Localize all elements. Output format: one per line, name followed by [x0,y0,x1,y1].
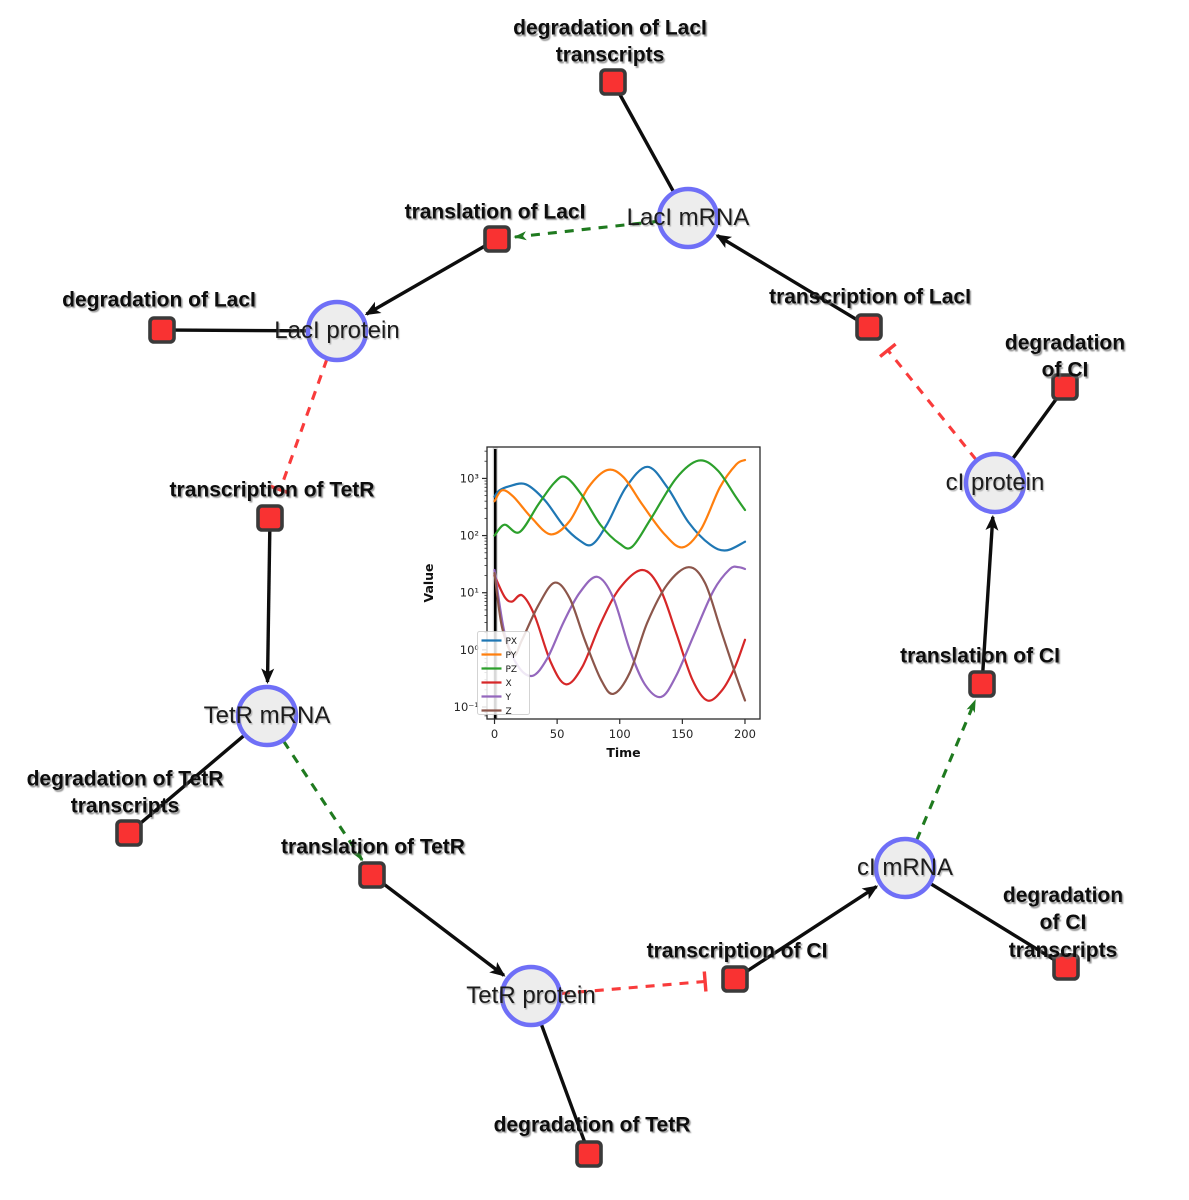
legend-label-PZ: PZ [506,665,518,675]
y-axis-label: Value [421,563,436,602]
edge-tetr-mrna-translation-tetr [282,740,364,862]
edge-laci-mrna-translation-laci [513,219,659,241]
edge-tetr-protein-transcription-ci [560,979,706,996]
series-line-PZ [493,459,747,550]
x-tick-label: 50 [550,727,565,741]
inhibition-tbar-icon [879,342,897,358]
reaction-node-deg-laci-transcripts[interactable] [599,68,627,96]
x-tick-label: 0 [491,727,498,741]
edge-ci-protein-transcription-laci [886,349,978,461]
reaction-node-translation-tetr[interactable] [358,861,386,889]
inhibition-tbar-icon [702,971,708,992]
chart-border [486,446,761,720]
edge-translation-ci-ci-protein [981,514,999,673]
x-tick-label: 200 [734,727,756,741]
reaction-node-deg-tetr-transcripts[interactable] [115,819,143,847]
edge-transcription-laci-laci-mrna [715,234,860,323]
legend-label-PY: PY [506,651,517,661]
series-line-Y [493,565,747,699]
species-node-ci-mrna[interactable] [873,836,937,900]
edge-ci-mrna-deg-ci-transcripts [929,882,1057,963]
legend-label-Z: Z [506,707,512,717]
edges-layer [137,91,1060,1144]
legend-label-X: X [506,679,512,689]
y-tick-label: 10¹ [460,586,479,600]
species-node-tetr-mrna[interactable] [235,684,299,748]
legend-label-PX: PX [506,637,518,647]
series-line-X [493,568,747,702]
edge-tetr-protein-deg-tetr [539,1023,587,1144]
edge-ci-mrna-translation-ci [915,699,977,841]
y-tick-label: 10⁰ [460,643,480,657]
reaction-node-transcription-laci[interactable] [855,313,883,341]
reaction-node-deg-ci[interactable] [1051,373,1079,401]
reaction-node-deg-tetr[interactable] [575,1140,603,1168]
x-axis-label: Time [606,745,640,760]
y-tick-label: 10³ [460,471,480,485]
reaction-node-transcription-tetr[interactable] [256,504,284,532]
edge-ci-protein-deg-ci [1011,395,1060,460]
species-node-ci-protein[interactable] [963,451,1027,515]
edge-translation-tetr-tetr-protein [380,880,506,977]
edge-tetr-mrna-deg-tetr-transcripts [137,734,246,827]
reaction-node-deg-ci-transcripts[interactable] [1052,953,1080,981]
inset-chart: 0 50 100 150 200 10⁻¹ 10⁰ 10¹ 10² 10³ Time Value PX P… [421,446,761,760]
reaction-node-transcription-ci[interactable] [721,965,749,993]
nodes-layer [115,68,1080,1168]
edge-transcription-ci-ci-mrna [744,885,879,974]
series-line-PY [493,458,747,549]
inhibition-tbar-icon [270,484,291,495]
species-node-laci-protein[interactable] [305,299,369,363]
species-node-laci-mrna[interactable] [656,186,720,250]
x-tick-label: 150 [671,727,693,741]
legend-box [477,631,530,715]
y-tick-label: 10² [460,529,479,543]
reaction-node-translation-ci[interactable] [968,670,996,698]
edge-transcription-tetr-tetr-mrna [261,529,275,684]
y-tick-label: 10⁻¹ [454,700,479,714]
species-node-tetr-protein[interactable] [499,964,563,1028]
edge-laci-protein-transcription-tetr [278,358,329,491]
edge-laci-protein-deg-laci [173,328,308,333]
series-line-PX [493,465,747,552]
edge-translation-laci-laci-protein [364,243,488,316]
edge-laci-mrna-deg-laci-transcripts [617,91,675,193]
legend-label-Y: Y [505,693,512,703]
reaction-node-translation-laci[interactable] [483,225,511,253]
reaction-node-deg-laci[interactable] [148,316,176,344]
x-tick-label: 100 [609,727,631,741]
